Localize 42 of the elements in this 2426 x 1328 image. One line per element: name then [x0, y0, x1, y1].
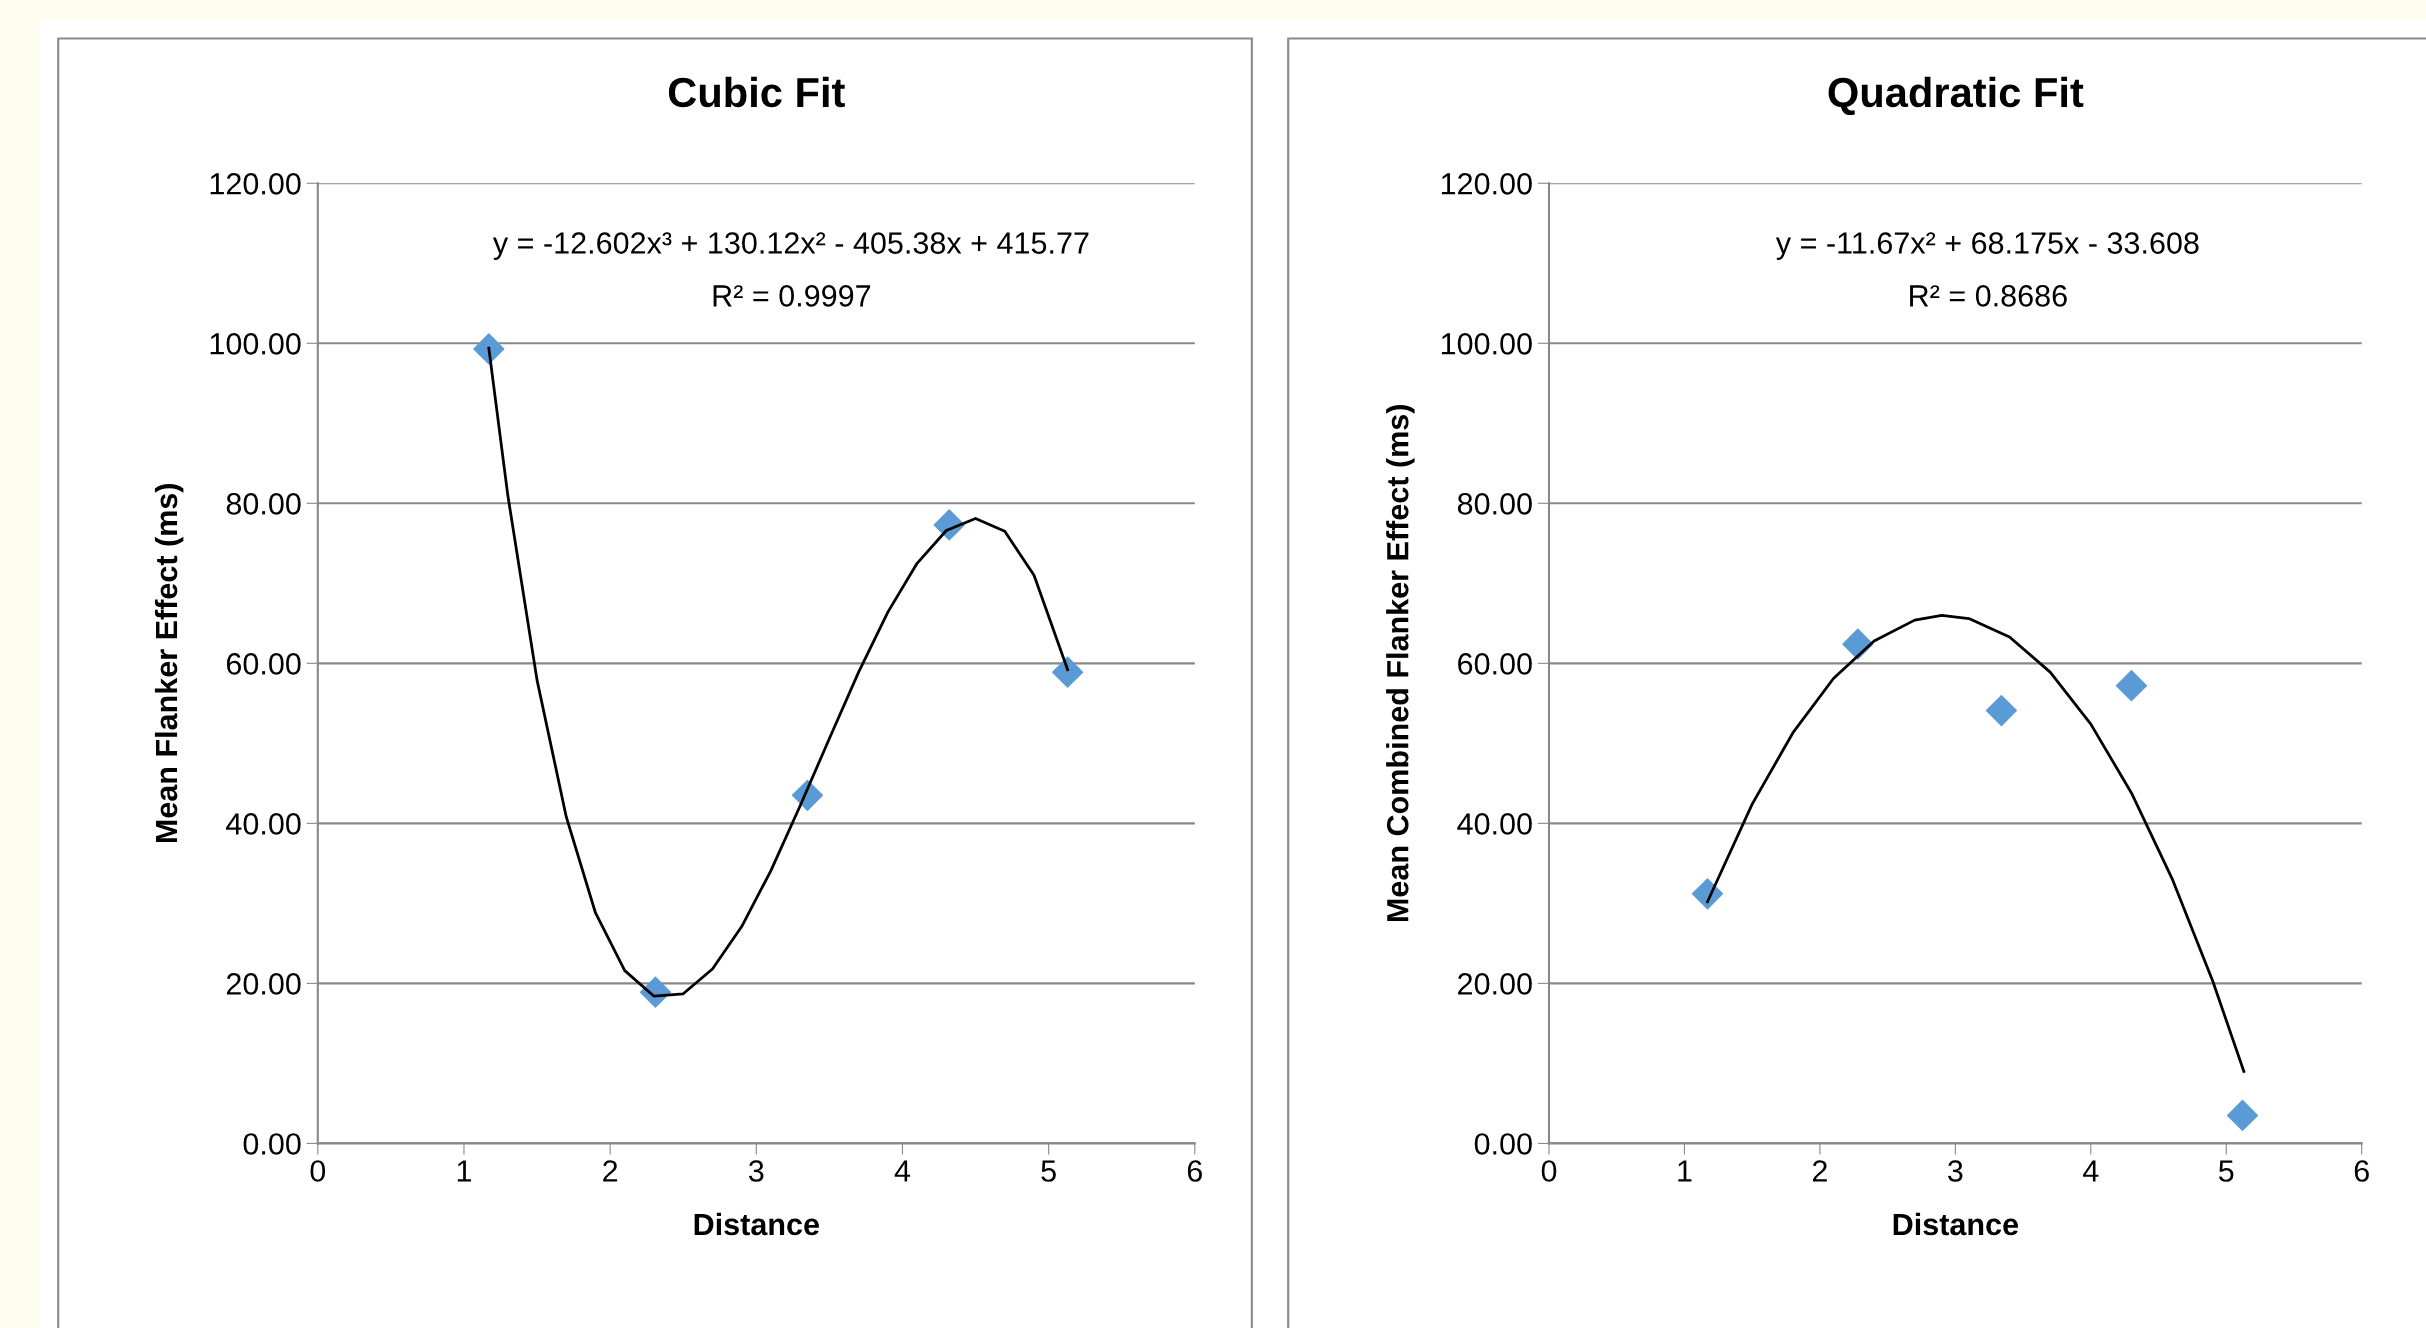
annotation: R² = 0.9997: [713, 285, 871, 307]
x-tick-label: 5: [2218, 1160, 2234, 1182]
annotation: y = -12.602x³ + 130.12x² - 405.38x + 415.77: [492, 232, 1089, 260]
y-axis-title: Mean Flanker Effect (ms): [154, 484, 184, 843]
point: [2115, 670, 2148, 702]
x-tick-label: 1: [457, 1160, 471, 1182]
x-tick-label: 0: [310, 1160, 326, 1182]
point: [1985, 694, 2017, 727]
x-tick-label: 4: [894, 1160, 911, 1182]
y-tick-label: 100.00: [210, 333, 301, 355]
x-tick-label: 4: [2083, 1160, 2099, 1182]
y-tick-label: 0.00: [243, 1133, 301, 1155]
y-tick-label: 20.00: [226, 973, 301, 995]
chart-title: Quadratic Fit: [1828, 76, 2084, 116]
x-tick-label: 5: [1041, 1160, 1056, 1182]
y-tick-label: 120.00: [1441, 173, 1532, 195]
y-tick-label: 0.00: [1474, 1133, 1532, 1155]
x-tick-label: 6: [1187, 1160, 1202, 1182]
x-tick-label: 3: [748, 1160, 764, 1182]
x-axis-title: Distance: [694, 1212, 819, 1236]
y-tick-label: 40.00: [226, 813, 301, 835]
y-tick-label: 20.00: [1458, 973, 1532, 995]
y-tick-label: 120.00: [210, 173, 301, 195]
y-axis-title: Mean Combined Flanker Effect (ms): [1386, 405, 1415, 922]
annotation: y = -11.67x² + 68.175x - 33.608: [1775, 232, 2199, 260]
point: [1052, 656, 1084, 688]
point: [2226, 1099, 2259, 1131]
y-tick-label: 80.00: [1457, 493, 1532, 515]
x-tick-label: 0: [1541, 1160, 1557, 1182]
x-tick-label: 6: [2354, 1160, 2369, 1182]
y-tick-label: 80.00: [226, 493, 301, 515]
y-tick-label: 40.00: [1457, 813, 1532, 835]
annotation: R² = 0.8686: [1910, 285, 2067, 307]
x-tick-label: 3: [1948, 1160, 1963, 1182]
y-tick-label: 60.00: [1458, 653, 1532, 675]
x-tick-label: 2: [603, 1160, 618, 1182]
x-tick-label: 1: [1678, 1160, 1692, 1182]
x-tick-label: 2: [1812, 1160, 1827, 1182]
y-tick-label: 60.00: [226, 653, 301, 675]
chart-title: Cubic Fit: [668, 76, 845, 108]
x-axis-title: Distance: [1893, 1212, 2018, 1236]
y-tick-label: 100.00: [1441, 333, 1532, 355]
